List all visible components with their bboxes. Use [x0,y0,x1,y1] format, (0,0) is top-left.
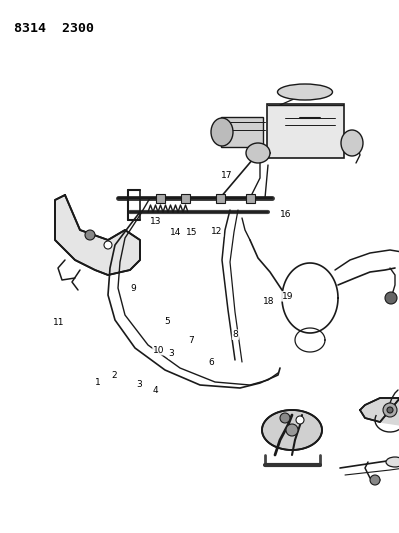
FancyBboxPatch shape [245,193,255,203]
Text: 11: 11 [53,319,65,327]
Text: 16: 16 [280,210,291,219]
FancyBboxPatch shape [221,117,263,147]
Text: 8: 8 [233,330,238,339]
Text: 8314  2300: 8314 2300 [14,22,94,35]
Text: 2: 2 [111,372,117,380]
Text: 19: 19 [282,292,293,301]
Text: 15: 15 [186,229,197,237]
Text: 3: 3 [169,350,174,358]
Circle shape [370,475,380,485]
Text: 3: 3 [137,381,142,389]
Circle shape [286,424,298,436]
Circle shape [104,241,112,249]
Text: 4: 4 [153,386,158,394]
Circle shape [280,413,290,423]
Text: 17: 17 [221,172,232,180]
Ellipse shape [341,130,363,156]
Text: 13: 13 [150,217,161,225]
Circle shape [296,416,304,424]
Text: 5: 5 [164,317,170,326]
Text: 1: 1 [95,378,101,387]
Ellipse shape [277,84,332,100]
FancyBboxPatch shape [156,193,164,203]
FancyBboxPatch shape [215,193,225,203]
Circle shape [385,292,397,304]
Text: 6: 6 [209,358,214,367]
Text: 9: 9 [131,285,136,293]
Ellipse shape [386,457,399,467]
Text: 14: 14 [170,229,181,237]
Text: 18: 18 [263,297,275,306]
FancyBboxPatch shape [267,104,344,158]
Polygon shape [360,398,399,425]
Ellipse shape [211,118,233,146]
Text: 12: 12 [211,228,223,236]
Polygon shape [55,195,140,275]
Ellipse shape [246,143,270,163]
Circle shape [383,403,397,417]
Text: 10: 10 [153,346,164,354]
FancyBboxPatch shape [180,193,190,203]
Polygon shape [262,410,322,450]
Text: 7: 7 [188,336,194,344]
Circle shape [387,407,393,413]
Circle shape [85,230,95,240]
